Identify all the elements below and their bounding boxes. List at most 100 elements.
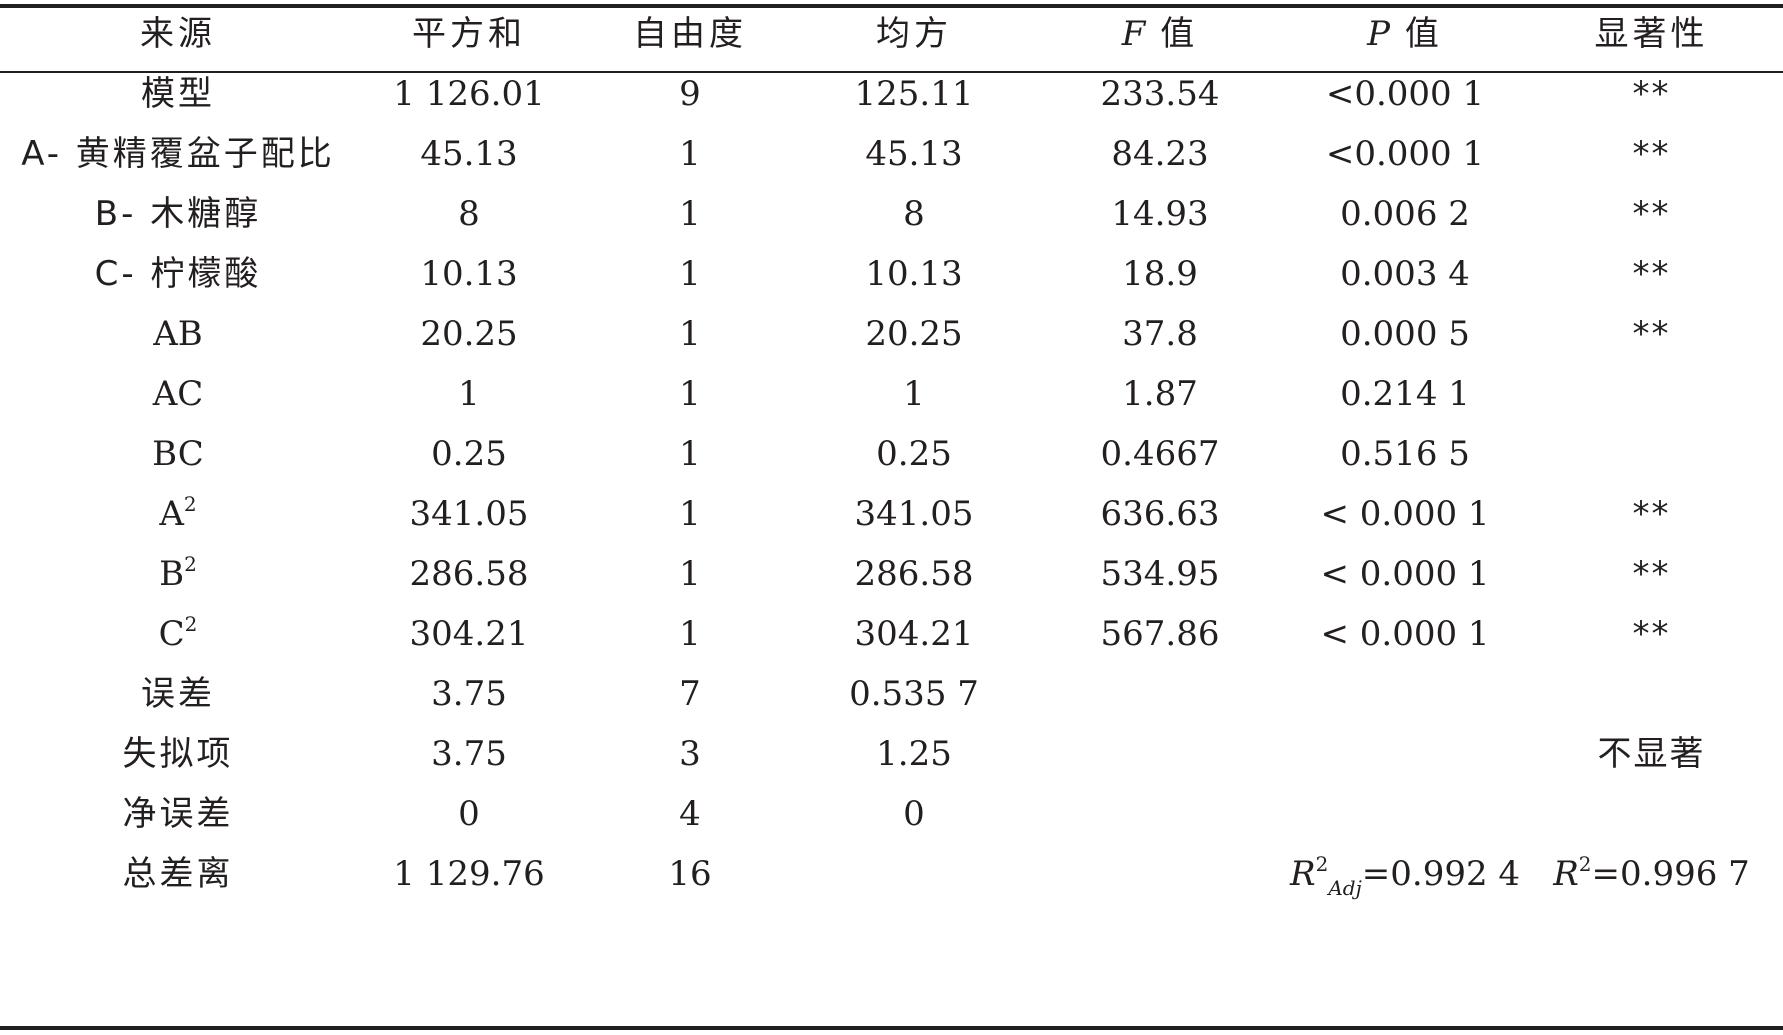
row-df: 1 [679,434,701,474]
row-source-base: C [158,614,185,654]
row-df: 1 [679,374,701,414]
row-p: 0.003 4 [1340,254,1470,294]
row-p: <0.000 1 [1325,74,1485,114]
row-source-base: B [159,554,185,594]
row-f: 567.86 [1100,614,1220,654]
r2-adjusted-exponent: 2 [1315,852,1329,876]
row-f: 18.9 [1122,254,1198,294]
row-f: 233.54 [1100,74,1220,114]
table-row-error: 误差 3.75 7 0.535 7 [0,660,1783,728]
row-ms: 20.25 [865,314,963,354]
row-ss: 1 126.01 [393,74,545,114]
row-source-exponent: 2 [184,552,197,576]
row-p: < 0.000 1 [1320,614,1490,654]
row-source: B2 [0,540,356,608]
table-row-lack-of-fit: 失拟项 3.75 3 1.25 不显著 [0,720,1783,788]
row-df: 1 [679,614,701,654]
row-ss: 10.13 [420,254,518,294]
table-row-b-squared: B2 286.58 1 286.58 534.95 < 0.000 1 ** [0,540,1783,608]
header-p-value: P 值 [1290,0,1520,68]
row-df: 9 [679,74,701,114]
row-source: 总差离 [122,854,234,894]
row-ss: 1 [458,374,480,414]
row-df: 1 [679,254,701,294]
row-ss: 45.13 [420,134,518,174]
row-df: 3 [679,734,701,774]
table-row-a: A- 黄精覆盆子配比 45.13 1 45.13 84.23 <0.000 1 … [0,120,1783,188]
table-header-row: 来源 平方和 自由度 均方 F 值 P 值 显著性 [0,0,1783,68]
table-row-ab: AB 20.25 1 20.25 37.8 0.000 5 ** [0,300,1783,368]
row-ms: 1 [903,374,925,414]
row-ss: 286.58 [409,554,529,594]
r2-exponent: 2 [1578,852,1592,876]
header-p-suffix: 值 [1390,14,1443,54]
row-p [1290,780,1520,848]
row-df: 1 [679,314,701,354]
table-bottom-rule [0,1026,1783,1030]
row-source: C2 [0,600,356,668]
row-p: < 0.000 1 [1320,494,1490,534]
header-mean-square: 均方 [876,14,952,54]
row-ms: 45.13 [865,134,963,174]
row-sig [1520,660,1783,728]
table-row-model: 模型 1 126.01 9 125.11 233.54 <0.000 1 ** [0,60,1783,128]
row-ms: 0 [903,794,925,834]
row-sig: ** [1632,614,1671,654]
row-ms: 286.58 [854,554,974,594]
table-row-a-squared: A2 341.05 1 341.05 636.63 < 0.000 1 ** [0,480,1783,548]
row-p: 0.214 1 [1340,374,1470,414]
row-source: 失拟项 [122,734,234,774]
row-sig: ** [1632,494,1671,534]
r2-adjusted-subscript: Adj [1328,876,1362,900]
table-row-total: 总差离 1 129.76 16 R2Adj=0.992 4 R2=0.996 7 [0,840,1783,908]
row-sig: ** [1632,134,1671,174]
row-source: 模型 [141,74,215,114]
row-ss: 3.75 [431,674,507,714]
row-f [1030,780,1290,848]
row-ms: 0.25 [876,434,952,474]
header-p-letter: P [1367,14,1391,54]
row-sig: ** [1632,254,1671,294]
row-source: A- 黄精覆盆子配比 [21,134,335,174]
row-p: 0.000 5 [1340,314,1470,354]
row-f: 84.23 [1111,134,1209,174]
table-row-b: B- 木糖醇 8 1 8 14.93 0.006 2 ** [0,180,1783,248]
row-ss: 1 129.76 [393,854,545,894]
row-ms [798,840,1030,908]
table-top-rule [0,4,1783,8]
row-f: 636.63 [1100,494,1220,534]
row-f [1030,660,1290,728]
header-significance: 显著性 [1594,14,1709,54]
header-degrees-of-freedom: 自由度 [633,14,747,54]
table-row-ac: AC 1 1 1 1.87 0.214 1 [0,360,1783,428]
row-sig [1520,780,1783,848]
row-ms: 8 [903,194,925,234]
table-row-c-squared: C2 304.21 1 304.21 567.86 < 0.000 1 ** [0,600,1783,668]
table-row-c: C- 柠檬酸 10.13 1 10.13 18.9 0.003 4 ** [0,240,1783,308]
row-p: <0.000 1 [1325,134,1485,174]
row-df: 1 [679,194,701,234]
row-source: B- 木糖醇 [94,194,262,234]
table-row-pure-error: 净误差 0 4 0 [0,780,1783,848]
row-sig: ** [1632,74,1671,114]
row-sig: ** [1632,314,1671,354]
row-sig: 不显著 [1597,734,1706,774]
row-ss: 20.25 [420,314,518,354]
row-ss: 8 [458,194,480,234]
row-df: 7 [679,674,701,714]
row-sig: ** [1632,194,1671,234]
row-p: 0.516 5 [1340,434,1470,474]
row-df: 16 [668,854,712,894]
row-ms: 304.21 [854,614,974,654]
row-source: 误差 [141,674,215,714]
row-ss: 341.05 [409,494,529,534]
row-sig [1520,420,1783,488]
row-df: 1 [679,494,701,534]
row-f: 1.87 [1122,374,1198,414]
row-source-exponent: 2 [183,492,197,516]
row-ss: 0 [458,794,480,834]
row-sig [1520,360,1783,428]
row-f: 534.95 [1100,554,1220,594]
header-f-letter: F [1121,14,1146,54]
row-sig: ** [1632,554,1671,594]
